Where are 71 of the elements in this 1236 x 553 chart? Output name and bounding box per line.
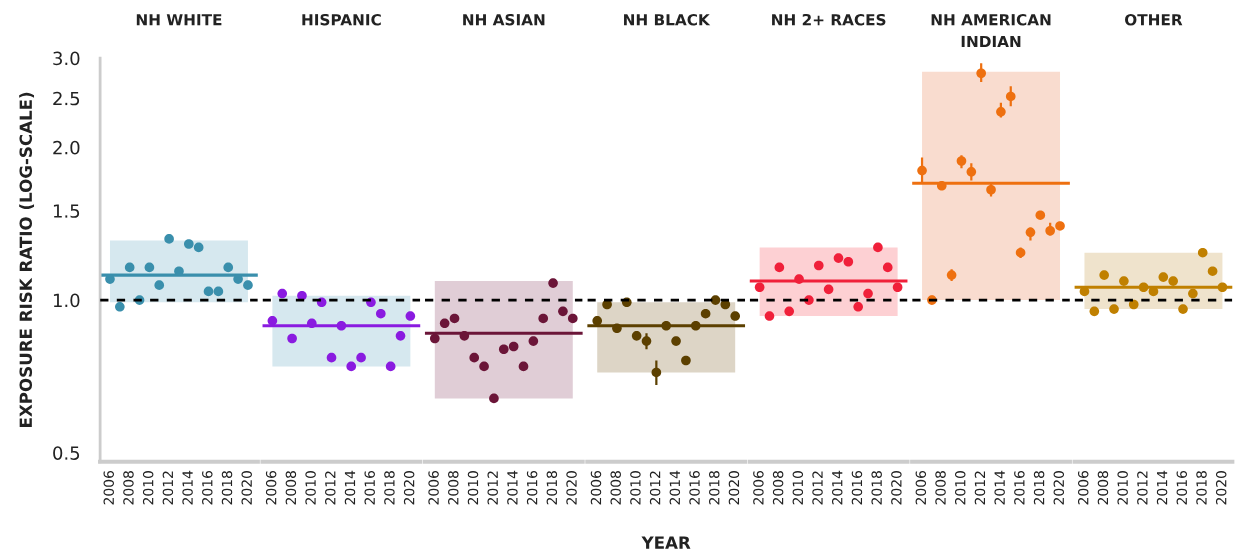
- x-tick-label: 2006: [103, 470, 114, 505]
- y-axis-title: EXPOSURE RISK RATIO (LOG-SCALE): [19, 92, 35, 427]
- x-tick-label: 2006: [1077, 470, 1089, 505]
- x-tick-label: 2010: [792, 471, 804, 505]
- x-tick-label: 2008: [448, 471, 459, 505]
- y-tick-label: 2.5: [53, 91, 80, 106]
- x-tick-label: 2014: [1156, 470, 1168, 505]
- x-tick-label: 2020: [891, 471, 902, 505]
- x-tick-label: 2008: [610, 471, 621, 505]
- x-tick-label: 2008: [285, 471, 297, 505]
- x-tick-label: 2006: [915, 470, 927, 505]
- x-tick-label: 2020: [566, 471, 577, 505]
- chart-title: OTHER: [1125, 13, 1183, 26]
- x-tick-label: 2020: [241, 471, 252, 505]
- x-tick-label: 2008: [1097, 471, 1109, 505]
- x-tick-label: 2008: [935, 471, 946, 505]
- x-tick-label: 2014: [507, 470, 518, 505]
- y-tick-label: 2.0: [53, 140, 80, 155]
- x-tick-label: 2008: [123, 471, 134, 505]
- x-tick-label: 2010: [305, 471, 316, 505]
- x-tick-label: 2014: [832, 470, 843, 505]
- x-tick-label: 2018: [1196, 471, 1207, 505]
- x-tick-label: 2012: [1137, 471, 1148, 505]
- x-tick-label: 2012: [325, 471, 336, 505]
- x-tick-label: 2016: [1176, 470, 1188, 505]
- x-tick-label: 2010: [954, 471, 966, 505]
- x-axis-title: YEAR: [641, 536, 691, 549]
- x-tick-label: 2014: [669, 470, 681, 505]
- y-tick-label: 1.0: [53, 293, 80, 308]
- y-tick-label: 0.5: [53, 446, 80, 460]
- x-tick-label: 2016: [1014, 470, 1025, 505]
- x-tick-label: 2014: [182, 470, 193, 505]
- x-tick-label: 2006: [265, 470, 277, 505]
- x-tick-label: 2008: [772, 471, 784, 505]
- x-tick-label: 2010: [1117, 471, 1128, 505]
- x-tick-label: 2016: [364, 470, 375, 505]
- x-tick-label: 2010: [630, 471, 641, 505]
- x-tick-label: 2016: [202, 470, 213, 505]
- x-tick-label: 2006: [590, 470, 602, 505]
- x-tick-label: 2016: [689, 470, 700, 505]
- chart-title: NH WHITE: [136, 14, 222, 26]
- y-tick-label: 1.5: [53, 204, 80, 218]
- x-tick-label: 2018: [1033, 471, 1045, 505]
- x-tick-label: 2016: [526, 470, 538, 505]
- x-tick-label: 2018: [221, 471, 233, 505]
- chart-title: NH ASIAN: [463, 13, 545, 26]
- x-tick-label: 2012: [162, 471, 174, 505]
- x-tick-label: 2018: [709, 471, 720, 505]
- x-tick-label: 2014: [344, 470, 356, 505]
- x-tick-label: 2006: [428, 470, 439, 505]
- y-tick-label: 3.0: [53, 51, 80, 66]
- x-tick-label: 2018: [546, 471, 558, 505]
- x-tick-label: 2018: [871, 471, 882, 505]
- x-tick-label: 2012: [812, 471, 823, 505]
- x-tick-label: 2014: [994, 470, 1005, 505]
- x-tick-label: 2010: [467, 471, 479, 505]
- x-tick-label: 2016: [851, 470, 863, 505]
- chart-title: NH 2+ RACES: [772, 13, 886, 26]
- chart-title: NH BLACK: [624, 13, 711, 26]
- chart-title: NH AMERICAN INDIAN: [931, 13, 1051, 48]
- x-tick-label: 2020: [403, 471, 415, 505]
- x-tick-label: 2012: [649, 471, 661, 505]
- x-tick-label: 2006: [753, 470, 764, 505]
- x-tick-label: 2010: [142, 471, 154, 505]
- x-tick-label: 2020: [728, 471, 740, 505]
- x-tick-label: 2018: [384, 471, 395, 505]
- chart-title: HISPANIC: [302, 13, 381, 26]
- x-tick-label: 2020: [1053, 471, 1065, 505]
- x-tick-label: 2012: [487, 471, 498, 505]
- x-tick-label: 2020: [1215, 471, 1227, 505]
- x-tick-label: 2012: [974, 471, 986, 505]
